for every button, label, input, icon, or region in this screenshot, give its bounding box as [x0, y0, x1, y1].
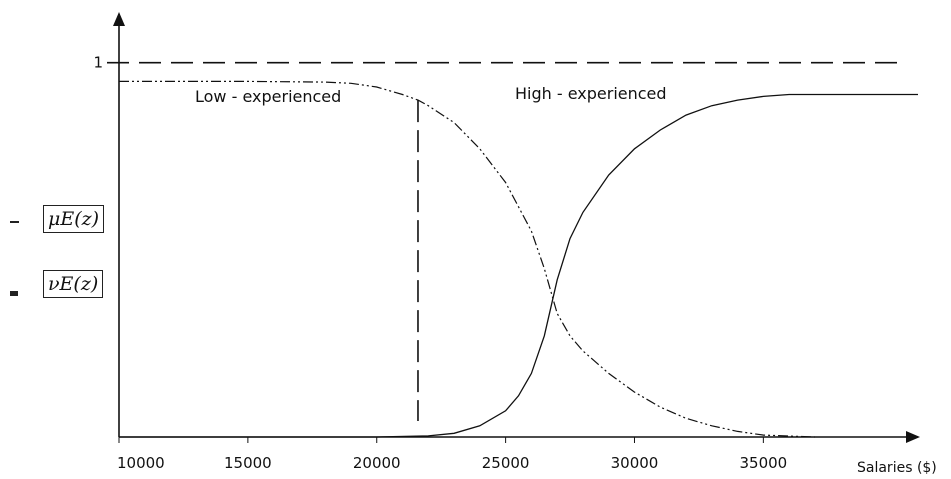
x-tick-label: 20000 [353, 454, 401, 472]
region-label-high: High - experienced [515, 84, 667, 103]
x-tick-label: 30000 [611, 454, 659, 472]
series-nu-line [119, 80, 815, 438]
x-tick-label: 10000 [117, 454, 165, 472]
x-ticks: 10000 15000 20000 25000 30000 35000 [117, 437, 787, 472]
legend-mu-swatch [10, 221, 19, 223]
legend-nu-swatch [10, 291, 18, 296]
x-tick-label: 15000 [224, 454, 272, 472]
y-tick-label-one: 1 [93, 54, 103, 72]
x-axis-label: Salaries ($) [857, 460, 937, 476]
series-mu-line [119, 93, 918, 438]
legend-mu: μE(z) [43, 205, 105, 233]
legend-nu: νE(z) [43, 270, 104, 298]
x-tick-label: 35000 [739, 454, 787, 472]
x-tick-label: 25000 [482, 454, 530, 472]
region-label-low: Low - experienced [195, 87, 341, 106]
